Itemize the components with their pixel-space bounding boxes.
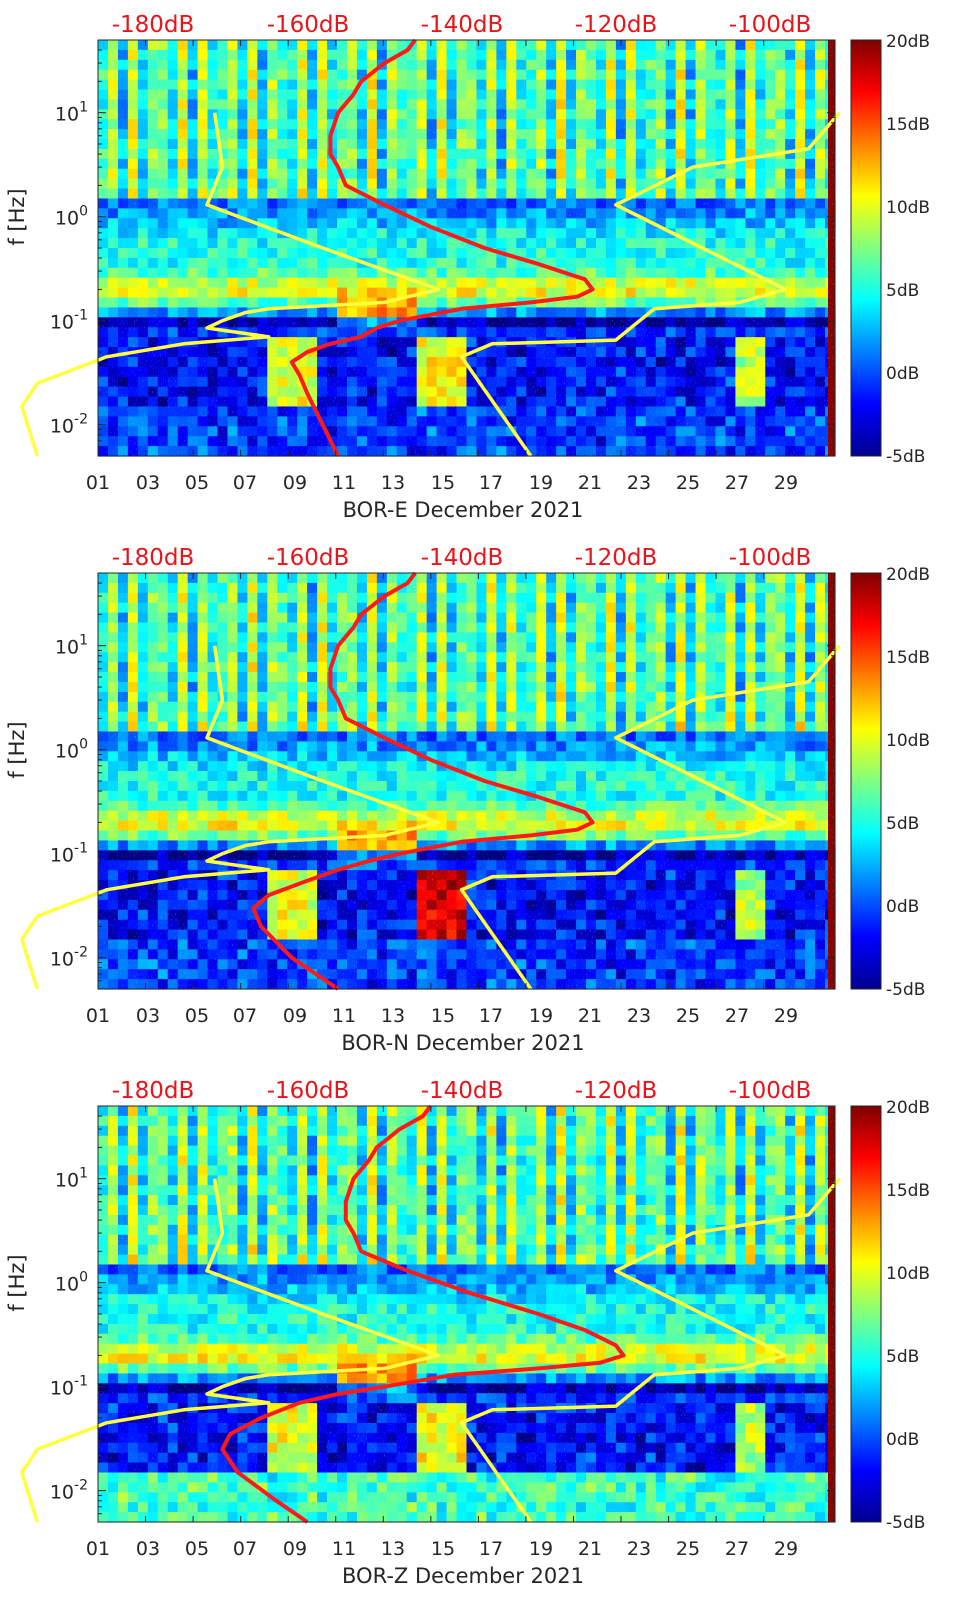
- psd-curves: [20, 38, 841, 458]
- panel-bor-n: -180dB -160dB -140dB -120dB -100dB 01 03…: [5, 545, 930, 1055]
- colorbar-tick-label: 10dB: [886, 198, 930, 218]
- high-noise-model-line: [459, 111, 841, 458]
- y-tick-label: 101: [55, 100, 88, 126]
- x-tick-label: 27: [725, 472, 749, 494]
- x-tick-label: 29: [774, 472, 798, 494]
- top-tick-label: -140dB: [421, 12, 504, 38]
- spectrogram-texture: [98, 40, 835, 456]
- colorbar: 20dB 15dB 10dB 5dB 0dB -5dB: [850, 32, 930, 467]
- plot-area: [20, 38, 841, 458]
- y-tick-labels: 10-2 10-1 100 101: [50, 100, 88, 438]
- x-tick-label: 07: [233, 472, 257, 494]
- low-noise-model-line: [20, 112, 441, 457]
- x-tick-label: 11: [332, 472, 356, 494]
- colorbar-tick-label: 15dB: [886, 115, 930, 135]
- y-tick-label: 10-2: [50, 412, 88, 438]
- x-tick-label: 09: [283, 472, 307, 494]
- x-tick-label: 03: [136, 472, 160, 494]
- x-tick-label: 13: [381, 472, 405, 494]
- top-tick-label: -160dB: [267, 12, 350, 38]
- colorbar-gradient: [850, 39, 882, 457]
- colorbar-tick-label: 0dB: [886, 364, 919, 384]
- x-tick-label: 17: [479, 472, 503, 494]
- colorbar-tick-label: 20dB: [886, 32, 930, 52]
- y-tick-label: 100: [55, 204, 88, 230]
- x-tick-label: 21: [578, 472, 602, 494]
- x-tick-label: 25: [676, 472, 700, 494]
- x-tick-label: 19: [529, 472, 553, 494]
- top-tick-label: -100dB: [729, 12, 812, 38]
- colorbar-tick-label: -5dB: [886, 447, 925, 467]
- y-axis-title: f [Hz]: [5, 188, 29, 245]
- plot-area: [20, 571, 841, 991]
- x-tick-label: 01: [86, 472, 110, 494]
- x-tick-label: 23: [627, 472, 651, 494]
- colorbar-tick-label: 5dB: [886, 281, 919, 301]
- top-tick-label: -180dB: [112, 12, 195, 38]
- axis-ticks: [97, 39, 835, 457]
- median-psd-line: [289, 38, 595, 457]
- x-axis-title: BOR-E December 2021: [343, 498, 584, 522]
- panel-bor-e: -180dB -160dB -140dB -120dB -100dB 01 03…: [5, 12, 930, 522]
- x-tick-label: 15: [431, 472, 455, 494]
- top-tick-label: -120dB: [575, 12, 658, 38]
- x-tick-label: 05: [185, 472, 209, 494]
- y-tick-label: 10-1: [50, 308, 88, 334]
